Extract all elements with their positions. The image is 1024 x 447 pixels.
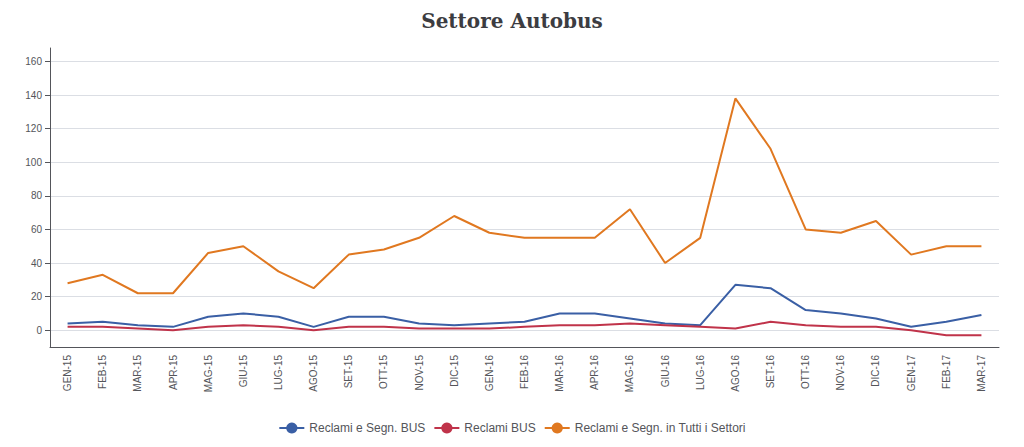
svg-text:Settore Autobus: Settore Autobus (421, 9, 603, 33)
svg-text:APR-15: APR-15 (168, 355, 179, 390)
svg-text:LUG-15: LUG-15 (273, 355, 284, 390)
svg-text:FEB-16: FEB-16 (519, 355, 530, 389)
svg-text:DIC-15: DIC-15 (449, 355, 460, 387)
svg-text:60: 60 (31, 224, 43, 235)
svg-text:Reclami e Segn. BUS: Reclami e Segn. BUS (309, 421, 425, 435)
svg-text:MAR-17: MAR-17 (976, 355, 987, 392)
svg-text:SET-15: SET-15 (343, 355, 354, 389)
svg-text:MAR-15: MAR-15 (132, 355, 143, 392)
svg-text:MAR-16: MAR-16 (554, 355, 565, 392)
svg-text:DIC-16: DIC-16 (870, 355, 881, 387)
svg-text:100: 100 (25, 157, 42, 168)
svg-text:GIU-15: GIU-15 (238, 355, 249, 388)
svg-text:GIU-16: GIU-16 (660, 355, 671, 388)
svg-text:80: 80 (31, 190, 43, 201)
svg-text:NOV-15: NOV-15 (414, 355, 425, 391)
svg-text:20: 20 (31, 291, 43, 302)
svg-text:SET-16: SET-16 (765, 355, 776, 389)
svg-text:Reclami BUS: Reclami BUS (464, 421, 535, 435)
svg-text:0: 0 (36, 325, 42, 336)
svg-text:120: 120 (25, 123, 42, 134)
svg-text:LUG-16: LUG-16 (695, 355, 706, 390)
svg-text:NOV-16: NOV-16 (835, 355, 846, 391)
svg-text:40: 40 (31, 258, 43, 269)
svg-text:GEN-15: GEN-15 (62, 355, 73, 392)
svg-text:MAG-16: MAG-16 (624, 355, 635, 393)
svg-text:140: 140 (25, 90, 42, 101)
svg-text:GEN-17: GEN-17 (906, 355, 917, 392)
svg-text:OTT-15: OTT-15 (378, 355, 389, 389)
svg-text:APR-16: APR-16 (589, 355, 600, 390)
svg-text:160: 160 (25, 56, 42, 67)
svg-text:Reclami e Segn. in Tutti i Set: Reclami e Segn. in Tutti i Settori (575, 421, 746, 435)
svg-text:AGO-16: AGO-16 (730, 355, 741, 392)
svg-text:OTT-16: OTT-16 (800, 355, 811, 389)
svg-text:FEB-17: FEB-17 (941, 355, 952, 389)
svg-text:FEB-15: FEB-15 (97, 355, 108, 389)
svg-text:GEN-16: GEN-16 (484, 355, 495, 392)
svg-text:AGO-15: AGO-15 (308, 355, 319, 392)
svg-text:MAG-15: MAG-15 (203, 355, 214, 393)
